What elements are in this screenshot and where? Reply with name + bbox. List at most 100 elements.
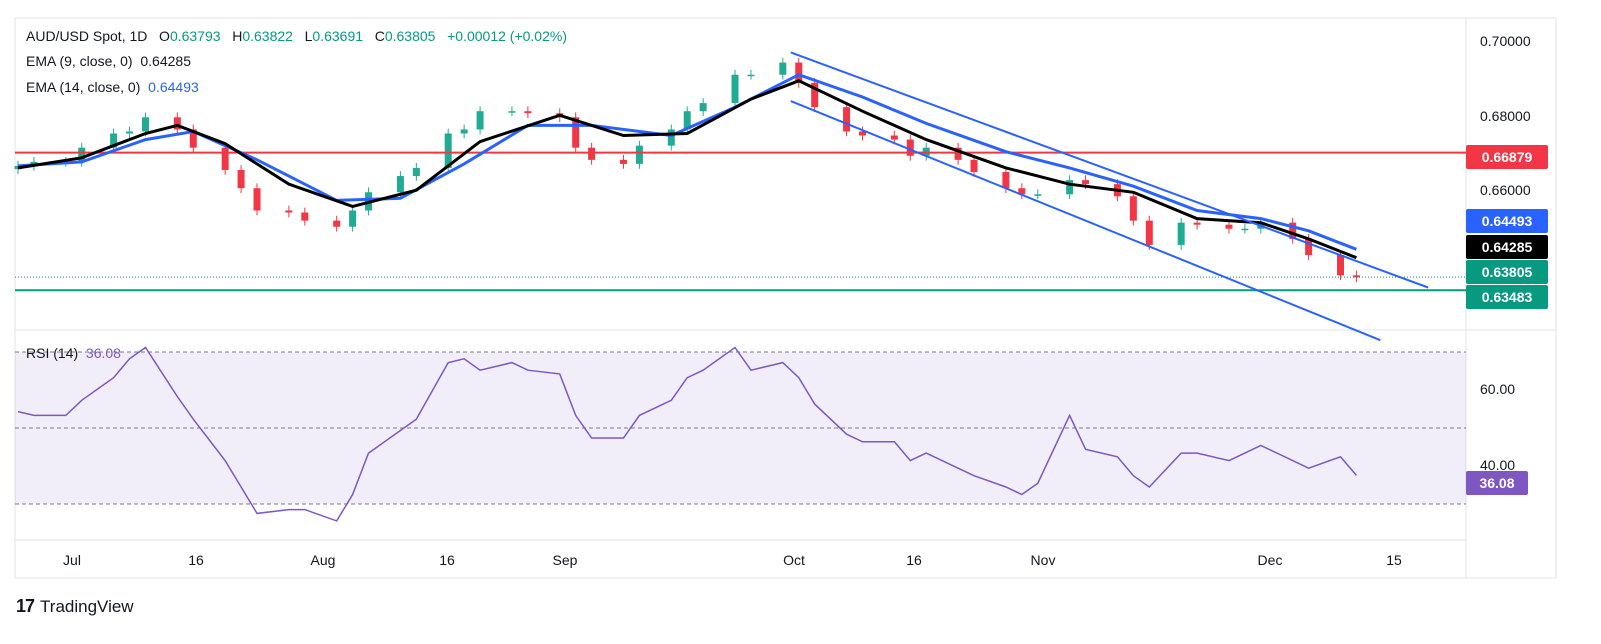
high-label: H: [232, 28, 243, 44]
candle-body: [476, 111, 484, 130]
candle-body: [683, 111, 691, 130]
rsi-legend[interactable]: RSI (14) 36.08: [26, 345, 121, 361]
candle-body: [141, 117, 149, 132]
time-axis-label: 16: [188, 552, 204, 568]
tradingview-logo-icon: 17: [16, 596, 35, 616]
candle-body: [508, 111, 516, 113]
time-axis-label: Sep: [552, 552, 578, 568]
rsi-value: 36.08: [85, 345, 121, 361]
candle-body: [1082, 180, 1090, 185]
support-price-tag: 0.63483: [1466, 285, 1548, 309]
rsi-axis-label: 40.00: [1480, 457, 1516, 473]
rsi-axis-label: 60.00: [1480, 381, 1516, 397]
close-label: C: [374, 28, 385, 44]
chart-frame: [14, 17, 1557, 579]
resistance-price-tag: 0.66879: [1466, 145, 1548, 169]
candle-body: [524, 111, 532, 114]
open-value: 0.63793: [169, 28, 221, 44]
change-value: +0.00012 (+0.02%): [447, 28, 567, 44]
candle-body: [1305, 238, 1313, 256]
candle-body: [858, 131, 866, 136]
ema9-legend[interactable]: EMA (9, close, 0) 0.64285: [26, 53, 191, 69]
candle-body: [1352, 275, 1360, 278]
high-value: 0.63822: [242, 28, 293, 44]
candle-body: [110, 133, 118, 148]
time-axis-label: 15: [1386, 552, 1402, 568]
time-axis-label: 16: [439, 552, 455, 568]
candle-body: [635, 145, 643, 164]
candle-body: [588, 147, 596, 160]
time-axis-label: Nov: [1030, 552, 1056, 568]
time-axis-label: 16: [906, 552, 922, 568]
candle-body: [747, 74, 755, 77]
candle-body: [970, 159, 978, 172]
last-price-tag: 0.63805: [1466, 260, 1548, 284]
candle-body: [779, 62, 787, 75]
symbol-label[interactable]: AUD/USD Spot, 1D: [26, 28, 148, 44]
ema14-legend[interactable]: EMA (14, close, 0) 0.64493: [26, 79, 199, 95]
candle-body: [1193, 222, 1201, 225]
candle-body: [1066, 180, 1074, 195]
candle-body: [333, 220, 341, 227]
candle-body: [1225, 224, 1233, 229]
rsi-value-tag: 36.08: [1466, 471, 1528, 495]
candle-body: [843, 107, 851, 132]
candle-body: [126, 131, 134, 134]
time-axis-label: Dec: [1257, 552, 1283, 568]
candle-body: [1241, 228, 1249, 231]
ema9-value: 0.64285: [140, 53, 191, 69]
brand-name: TradingView: [40, 596, 134, 616]
ema9-line: [17, 79, 1357, 260]
candle-body: [1129, 196, 1137, 221]
candle-body: [460, 129, 468, 134]
ema9-price-tag: 0.64285: [1466, 235, 1548, 259]
candle-body: [1336, 255, 1344, 276]
candle-body: [221, 147, 229, 170]
candle-body: [890, 135, 898, 140]
candle-body: [78, 147, 86, 162]
price-axis-label: 0.70000: [1480, 33, 1531, 49]
candle-body: [1018, 188, 1026, 195]
candle-body: [301, 212, 309, 221]
candle-body: [253, 188, 261, 211]
tradingview-branding[interactable]: 17 TradingView: [16, 596, 134, 617]
low-value: 0.63691: [312, 28, 364, 44]
candle-body: [954, 147, 962, 160]
candle-body: [572, 117, 580, 148]
time-axis-label: Jul: [63, 552, 81, 568]
time-axis-label: Oct: [783, 552, 805, 568]
candlestick-series: [14, 57, 1360, 283]
channel-lower-line: [790, 100, 1381, 342]
ohlc-legend: AUD/USD Spot, 1D O0.63793 H0.63822 L0.63…: [26, 28, 567, 44]
ema14-price-tag: 0.64493: [1466, 209, 1548, 233]
close-value: 0.63805: [384, 28, 436, 44]
candle-body: [1289, 222, 1297, 239]
indicator-overlays: [15, 51, 1466, 522]
candle-body: [667, 129, 675, 146]
candle-body: [396, 176, 404, 193]
candle-body: [1034, 194, 1042, 196]
candle-body: [1002, 172, 1010, 189]
candle-body: [1145, 220, 1153, 245]
rsi-label: RSI (14): [26, 345, 79, 361]
candle-body: [173, 117, 181, 130]
price-axis-label: 0.66000: [1480, 182, 1531, 198]
candle-body: [349, 210, 357, 227]
ema14-label: EMA (14, close, 0): [26, 79, 141, 95]
candle-body: [1177, 222, 1185, 245]
price-axis-label: 0.68000: [1480, 108, 1531, 124]
candle-body: [906, 139, 914, 156]
candle-body: [237, 169, 245, 189]
candle-body: [619, 159, 627, 164]
candle-body: [412, 167, 420, 177]
candle-body: [444, 133, 452, 168]
candle-body: [699, 103, 707, 112]
time-axis-label: Aug: [310, 552, 336, 568]
low-label: L: [304, 28, 313, 44]
candle-body: [285, 210, 293, 213]
ema9-label: EMA (9, close, 0): [26, 53, 133, 69]
candle-body: [811, 82, 819, 108]
ema14-value: 0.64493: [148, 79, 199, 95]
